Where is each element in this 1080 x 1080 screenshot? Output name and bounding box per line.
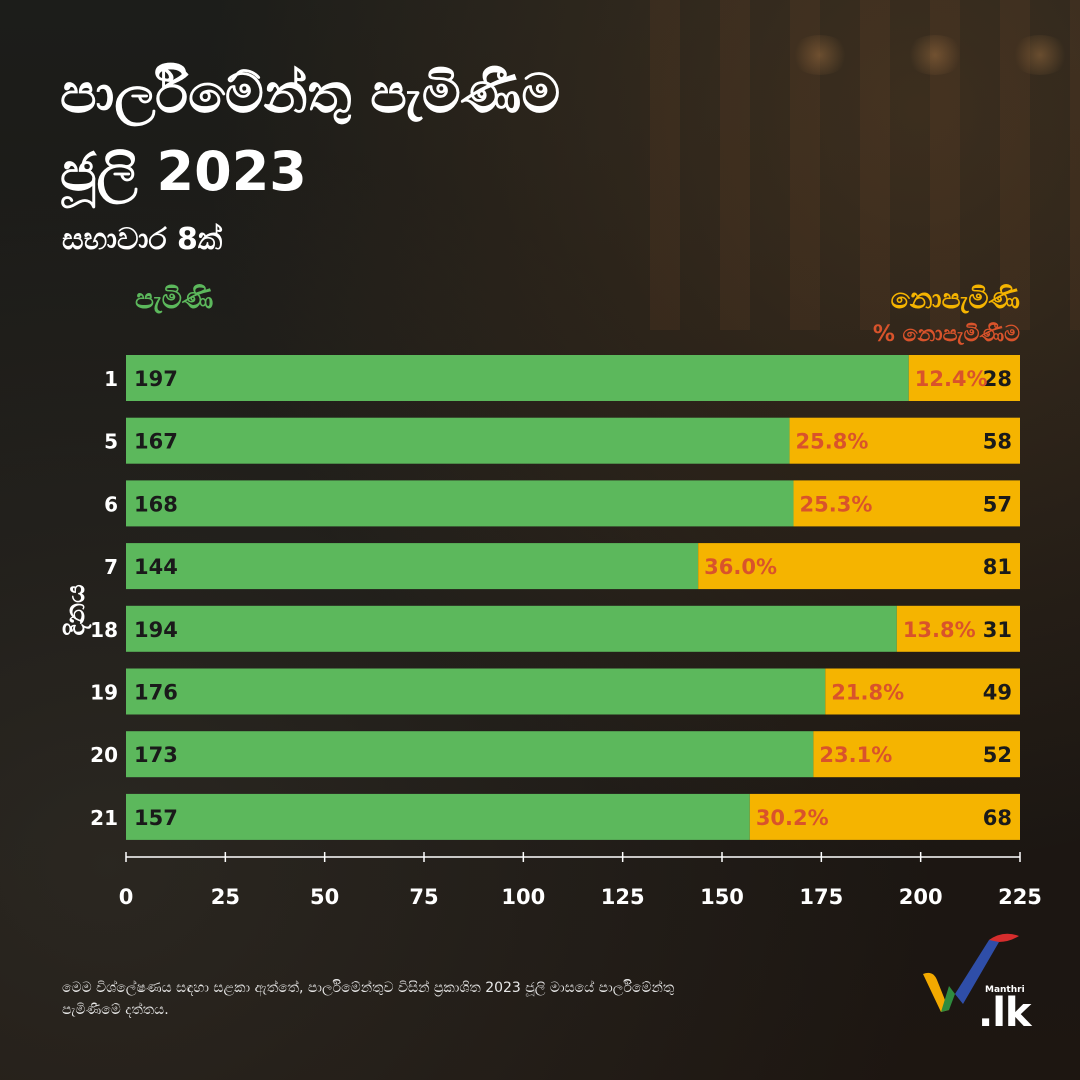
bar-present — [126, 543, 699, 590]
bar-absent — [749, 793, 1020, 840]
logo-brand: Manthri — [985, 985, 1025, 995]
x-tick-label: 200 — [899, 885, 943, 909]
data-label-absent: 49 — [983, 681, 1012, 705]
title-line-1: පාර්ලිමේන්තු පැමිණීම — [60, 62, 561, 125]
bar-present — [126, 605, 897, 652]
x-tick-label: 175 — [799, 885, 843, 909]
category-label: 5 — [104, 430, 118, 454]
bar-present — [126, 668, 826, 715]
data-label-present: 173 — [134, 743, 178, 767]
x-tick-label: 25 — [211, 885, 240, 909]
data-label-absent-percent: 25.8% — [796, 430, 869, 454]
data-label-absent: 52 — [983, 743, 1012, 767]
data-label-absent-percent: 13.8% — [903, 618, 976, 642]
bar-present — [126, 417, 790, 464]
legend-absent: නොපැමිණි — [890, 282, 1020, 315]
bar-absent — [789, 417, 1020, 464]
data-label-present: 168 — [134, 492, 178, 516]
category-label: 1 — [104, 367, 118, 391]
bar-absent — [896, 605, 1020, 652]
data-label-present: 197 — [134, 367, 178, 391]
data-label-absent: 28 — [983, 367, 1012, 391]
x-tick-label: 50 — [310, 885, 339, 909]
data-label-absent-percent: 36.0% — [704, 555, 777, 579]
bar-present — [126, 793, 750, 840]
data-label-absent: 58 — [983, 430, 1012, 454]
data-label-absent: 57 — [983, 492, 1012, 516]
data-label-absent-percent: 21.8% — [831, 681, 904, 705]
background-light — [790, 35, 850, 75]
background-light — [905, 35, 965, 75]
bar-absent — [825, 668, 1020, 715]
bar-present — [126, 355, 909, 401]
data-label-absent: 81 — [983, 555, 1012, 579]
bar-absent — [908, 355, 1020, 401]
bar-absent — [813, 731, 1020, 778]
category-label: 21 — [90, 806, 118, 830]
data-label-present: 176 — [134, 681, 178, 705]
x-tick-label: 225 — [998, 885, 1042, 909]
category-label: 7 — [104, 555, 118, 579]
page-title: පාර්ලිමේන්තු පැමිණීම ජූලි 2023 — [60, 55, 760, 211]
data-label-present: 157 — [134, 806, 178, 830]
legend-absent-percent: % නොපැමිණීම — [872, 322, 1020, 347]
x-tick-label: 125 — [601, 885, 645, 909]
bar-present — [126, 731, 814, 778]
x-tick-label: 150 — [700, 885, 744, 909]
manthri-logo-icon — [923, 933, 1019, 1012]
data-label-absent-percent: 30.2% — [756, 806, 829, 830]
category-label: 20 — [90, 743, 118, 767]
background-columns — [650, 0, 1080, 330]
background-light — [1010, 35, 1070, 75]
logo-suffix: .lk — [978, 990, 1032, 1036]
bar-absent — [793, 480, 1020, 527]
category-label: 18 — [90, 618, 118, 642]
category-label: 6 — [104, 492, 118, 516]
x-tick-label: 100 — [501, 885, 545, 909]
title-line-2: ජූලි 2023 — [60, 140, 307, 203]
category-label: 19 — [90, 681, 118, 705]
data-label-absent-percent: 25.3% — [800, 492, 873, 516]
data-label-present: 167 — [134, 430, 178, 454]
x-tick-label: 0 — [119, 885, 134, 909]
data-label-present: 144 — [134, 555, 178, 579]
data-label-absent-percent: 23.1% — [819, 743, 892, 767]
x-tick-label: 75 — [409, 885, 438, 909]
legend-present: පැමිණි — [135, 282, 214, 315]
bar-present — [126, 480, 794, 527]
data-label-absent: 31 — [983, 618, 1012, 642]
footnote: මෙම විශ්ලේෂණය සඳහා සළකා ඇත්තේ, පාර්ලිමේන… — [62, 980, 675, 1018]
data-label-absent: 68 — [983, 806, 1012, 830]
data-label-absent-percent: 12.4% — [915, 367, 988, 391]
chart-subtitle: සභාවාර 8ක් — [62, 222, 223, 257]
y-axis-label: දිනය — [61, 584, 92, 636]
bar-absent — [698, 543, 1020, 590]
data-label-present: 194 — [134, 618, 178, 642]
